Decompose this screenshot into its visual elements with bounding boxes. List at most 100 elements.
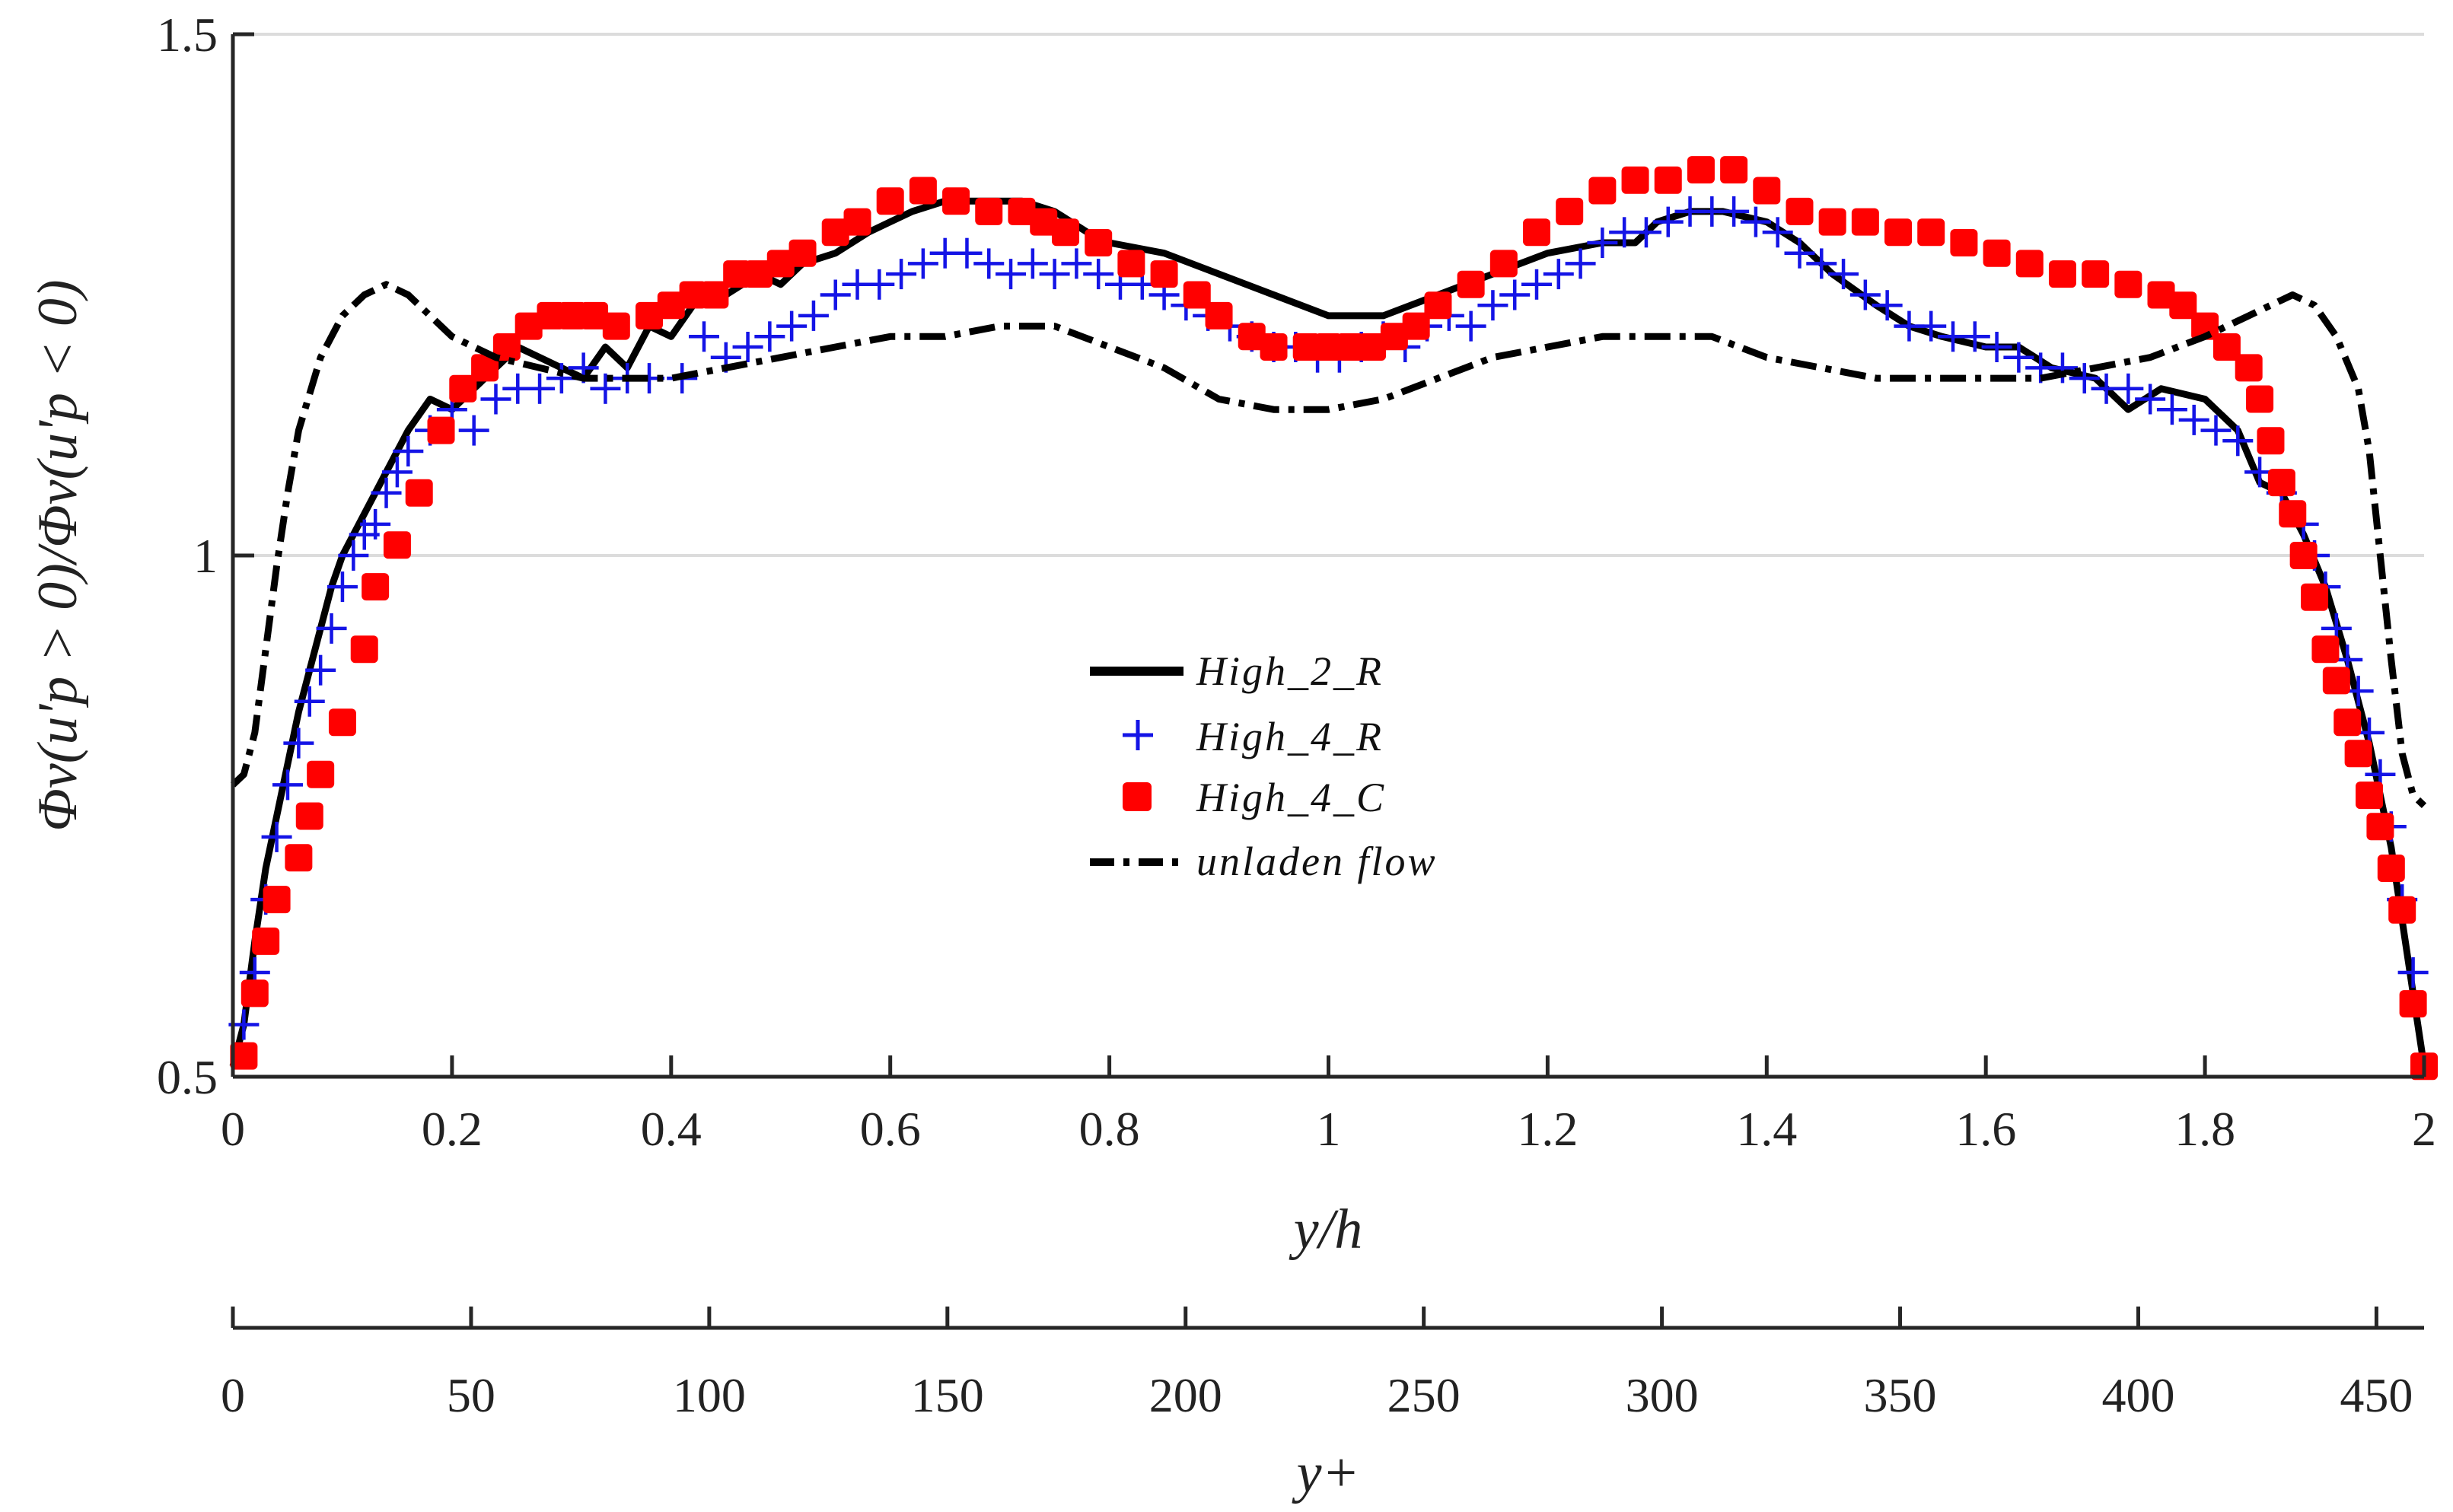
legend: High_2_R High_4_R High_4_C unladen flow xyxy=(1090,648,1435,884)
point-high-4-r-76 xyxy=(1740,206,1771,237)
point-high-4-c-36 xyxy=(1030,208,1058,236)
point-high-4-c-85 xyxy=(2322,667,2350,695)
line-unladen-flow xyxy=(230,281,2427,809)
point-high-4-c-43 xyxy=(1238,323,1266,351)
point-high-4-c-61 xyxy=(1753,177,1781,205)
point-high-4-r-77 xyxy=(1762,217,1793,248)
point-high-4-c-50 xyxy=(1402,312,1430,340)
point-high-4-r-37 xyxy=(886,259,917,290)
point-high-4-r-14 xyxy=(381,457,413,488)
point-high-4-c-25 xyxy=(723,260,751,288)
x2-tick-label-9: 450 xyxy=(2340,1368,2413,1422)
point-high-4-c-0 xyxy=(230,1042,258,1070)
point-high-4-c-45 xyxy=(1292,333,1320,361)
point-high-4-c-19 xyxy=(581,301,609,329)
x-tick-label-0: 0 xyxy=(221,1102,245,1156)
point-high-4-c-59 xyxy=(1687,156,1715,184)
point-high-4-c-76 xyxy=(2212,333,2241,361)
point-high-4-c-56 xyxy=(1588,177,1617,205)
point-high-4-c-83 xyxy=(2301,583,2329,611)
point-high-4-r-38 xyxy=(907,248,938,279)
x-tick-label-1: 0.2 xyxy=(422,1102,483,1156)
point-high-4-r-64 xyxy=(1477,290,1508,321)
point-high-4-c-37 xyxy=(1052,218,1080,247)
point-high-4-c-3 xyxy=(263,886,291,914)
point-high-4-c-26 xyxy=(744,260,773,288)
point-high-4-c-58 xyxy=(1654,166,1682,194)
point-high-4-c-53 xyxy=(1489,250,1518,278)
point-high-4-r-18 xyxy=(458,415,489,446)
point-high-4-c-57 xyxy=(1621,166,1649,194)
point-high-4-c-49 xyxy=(1380,323,1408,351)
point-high-4-c-11 xyxy=(405,479,433,507)
point-high-4-c-16 xyxy=(514,312,543,340)
point-high-4-c-6 xyxy=(307,760,335,788)
x2-tick-label-0: 0 xyxy=(221,1368,245,1422)
y-axis-title: Φv(u'p > 0)/Φv(u'p < 0) xyxy=(27,279,89,831)
point-high-4-r-94 xyxy=(2135,384,2166,415)
point-high-4-r-32 xyxy=(776,310,808,342)
point-high-4-c-9 xyxy=(362,573,390,601)
point-high-4-r-88 xyxy=(2003,342,2034,373)
point-high-4-c-2 xyxy=(252,927,280,955)
point-high-4-c-63 xyxy=(1818,208,1846,236)
point-high-4-c-10 xyxy=(383,531,411,559)
x2-tick-label-3: 150 xyxy=(911,1368,984,1422)
point-high-4-r-28 xyxy=(688,321,719,352)
point-high-4-c-24 xyxy=(701,281,729,309)
point-high-4-r-3 xyxy=(261,821,292,852)
x2-axis-title: y+ xyxy=(1292,1442,1360,1504)
point-high-4-r-42 xyxy=(996,259,1027,290)
x2-tick-label-2: 100 xyxy=(673,1368,746,1422)
legend-marker-high-4-r xyxy=(1123,720,1153,750)
point-high-4-r-31 xyxy=(754,321,785,352)
point-high-4-r-33 xyxy=(798,300,829,331)
legend-label-high-2-r: High_2_R xyxy=(1196,648,1384,694)
legend-label-high-4-r: High_4_R xyxy=(1196,714,1384,759)
point-high-4-r-45 xyxy=(1061,248,1092,279)
point-high-4-c-78 xyxy=(2246,385,2274,413)
point-high-4-r-67 xyxy=(1543,259,1574,290)
point-high-4-r-75 xyxy=(1719,196,1750,227)
point-high-4-r-15 xyxy=(393,436,424,466)
ticks-layer: 0.5 1 1.5 0 0.2 0.4 0.6 0.8 1 1.2 1.4 1.6 1.8 2 0 50 100… xyxy=(157,8,2436,1422)
x-tick-label-10: 2 xyxy=(2412,1102,2436,1156)
x-tick-label-6: 1.2 xyxy=(1517,1102,1578,1156)
point-high-4-c-33 xyxy=(942,187,970,215)
point-high-4-c-91 xyxy=(2388,896,2416,924)
x-tick-label-5: 1 xyxy=(1317,1102,1341,1156)
point-high-4-r-24 xyxy=(590,373,621,404)
point-high-4-r-98 xyxy=(2222,425,2254,457)
point-high-4-r-69 xyxy=(1587,228,1618,258)
point-high-4-c-54 xyxy=(1523,218,1551,247)
x-tick-label-7: 1.4 xyxy=(1736,1102,1797,1156)
point-high-4-c-62 xyxy=(1786,197,1814,225)
point-high-4-r-95 xyxy=(2156,394,2187,425)
point-high-4-r-21 xyxy=(524,373,556,404)
point-high-4-r-46 xyxy=(1083,259,1114,290)
point-high-4-r-6 xyxy=(294,686,325,717)
point-high-4-r-7 xyxy=(305,654,336,686)
point-high-4-c-13 xyxy=(449,374,477,403)
series-layer xyxy=(228,156,2438,1081)
point-high-4-r-72 xyxy=(1652,206,1684,237)
point-high-4-c-35 xyxy=(1008,197,1036,225)
point-high-4-c-20 xyxy=(602,312,630,340)
point-high-4-r-66 xyxy=(1521,269,1553,300)
point-high-4-r-63 xyxy=(1455,310,1486,342)
point-high-4-c-18 xyxy=(559,301,587,329)
point-high-4-r-40 xyxy=(951,237,983,269)
point-high-4-r-68 xyxy=(1565,248,1596,279)
point-high-4-c-8 xyxy=(350,635,378,664)
point-high-4-r-84 xyxy=(1916,310,1947,342)
point-high-4-c-55 xyxy=(1556,197,1584,225)
point-high-4-r-19 xyxy=(480,384,511,415)
point-high-4-c-82 xyxy=(2289,542,2318,569)
x-tick-label-4: 0.8 xyxy=(1079,1102,1140,1156)
y-tick-label-1: 1 xyxy=(193,529,218,583)
point-high-4-c-30 xyxy=(843,208,871,236)
x2-tick-label-1: 50 xyxy=(447,1368,495,1422)
point-high-4-c-79 xyxy=(2257,427,2285,455)
point-high-4-c-70 xyxy=(2048,260,2076,288)
point-high-4-r-86 xyxy=(1959,321,1990,352)
